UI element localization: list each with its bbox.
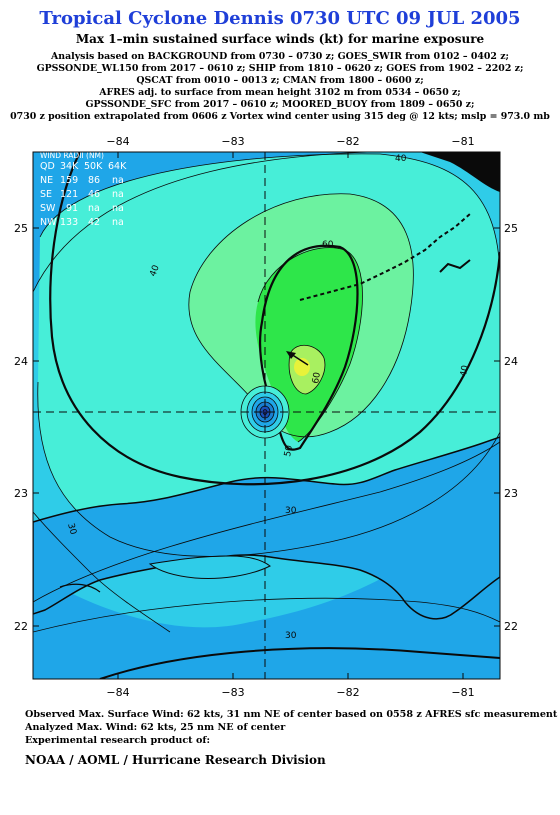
footer-analyzed-wind: Analyzed Max. Wind: 62 kts, 25 nm NE of …	[25, 722, 286, 733]
wind-radii-value: na	[112, 217, 124, 228]
analysis-line: Analysis based on BACKGROUND from 0730 –…	[51, 51, 509, 62]
contour-labels: 40 40 60 60 40 50 30 30 30	[65, 154, 471, 641]
footer-observed-wind: Observed Max. Surface Wind: 62 kts, 31 n…	[25, 709, 558, 720]
wind-radii-value: na	[112, 175, 124, 186]
motion-arrow-icon	[286, 351, 309, 366]
contour-line	[33, 511, 171, 633]
footer-notes: Observed Max. Surface Wind: 62 kts, 31 n…	[25, 708, 557, 747]
contour-line	[288, 345, 326, 395]
analysis-line: GPSSONDE_WL150 from 2017 – 0610 z; SHIP …	[36, 63, 524, 74]
contour-label: 40	[459, 364, 471, 377]
lat-tick-label-left: 22	[14, 620, 28, 633]
lon-tick-label-bottom: −82	[336, 686, 359, 699]
contour-line	[257, 247, 363, 443]
wind-radii-value: na	[88, 203, 100, 214]
lon-tick-label-bottom: −84	[106, 686, 129, 699]
lon-tick-label-top: −83	[221, 135, 244, 148]
lon-tick-label-bottom: −81	[451, 686, 474, 699]
lon-tick-label-top: −82	[336, 135, 359, 148]
footer-product-note: Experimental research product of:	[25, 735, 211, 746]
analysis-line: QSCAT from 0010 – 0013 z; CMAN from 1800…	[136, 75, 424, 86]
wind-radii-header-qd: QD	[40, 161, 55, 172]
land-florida-keys	[299, 213, 471, 301]
wind-radii-value: 133	[60, 217, 78, 228]
wind-radii-title: WIND RADII (NM)	[40, 151, 104, 160]
wind-radii-value: 91	[66, 203, 78, 214]
lat-tick-label-left: 24	[14, 355, 28, 368]
wind-radii-value: na	[112, 189, 124, 200]
contour-label: 60	[311, 371, 323, 384]
contour-label: 50	[283, 444, 295, 457]
wind-radii-value: 46	[88, 189, 100, 200]
lat-tick-label-right: 22	[504, 620, 518, 633]
wind-radii-header-50k: 50K	[84, 161, 103, 172]
wind-radii-quadrant: NW	[40, 217, 57, 228]
lat-tick-label-right: 24	[504, 355, 518, 368]
contour-label: 40	[148, 264, 161, 278]
page-title: Tropical Cyclone Dennis 0730 UTC 09 JUL …	[39, 8, 521, 29]
contour-line-34kt	[49, 152, 500, 486]
axis-ticks	[33, 152, 500, 679]
analysis-line: GPSSONDE_SFC from 2017 – 0610 z; MOORED_…	[85, 99, 475, 110]
lat-tick-label-right: 25	[504, 222, 518, 235]
contour-label: 40	[395, 154, 407, 164]
band-over-70kt	[294, 358, 310, 376]
lon-tick-label-bottom: −83	[221, 686, 244, 699]
wind-radii-legend: WIND RADII (NM) QD 34K 50K 64K NE 159 86…	[40, 151, 127, 228]
wind-radii-value: 86	[88, 175, 100, 186]
wind-radii-header-34k: 34K	[60, 161, 79, 172]
contour-line	[33, 597, 500, 633]
contour-label: 30	[285, 631, 297, 641]
wind-radii-value: na	[112, 203, 124, 214]
contour-line	[33, 152, 470, 293]
map-frame	[32, 151, 501, 680]
analysis-sources: Analysis based on BACKGROUND from 0730 –…	[0, 51, 560, 123]
wind-radii-quadrant: SE	[40, 189, 52, 200]
wind-field-map: −84 −83 −82 −81	[14, 135, 518, 699]
contour-line-30kt	[99, 647, 500, 679]
contour-line	[37, 381, 500, 557]
analysis-line: AFRES adj. to surface from mean height 3…	[99, 87, 461, 98]
lat-tick-label-left: 23	[14, 487, 28, 500]
contour-label: 30	[65, 522, 78, 536]
lon-tick-label-top: −81	[451, 135, 474, 148]
lat-tick-label-right: 23	[504, 487, 518, 500]
contour-label: 60	[322, 240, 334, 250]
lat-tick-label-left: 25	[14, 222, 28, 235]
page-subtitle: Max 1–min sustained surface winds (kt) f…	[75, 32, 485, 46]
contour-line	[33, 441, 500, 603]
wind-radii-quadrant: NE	[40, 175, 53, 186]
wind-radii-value: 121	[60, 189, 78, 200]
wind-radii-header-64k: 64K	[108, 161, 127, 172]
land-isla-de-la-juventud	[148, 555, 271, 579]
land-florida	[420, 152, 500, 192]
analysis-line: 0730 z position extrapolated from 0606 z…	[10, 111, 550, 122]
plot-area: 40 40 60 60 40 50 30 30 30 WIND RADII (N…	[33, 151, 500, 679]
wind-radii-quadrant: SW	[40, 203, 56, 214]
contour-line	[39, 153, 500, 283]
wind-radii-value: 159	[60, 175, 78, 186]
land-keys-east	[439, 259, 471, 273]
contour-label: 30	[285, 506, 297, 516]
lon-tick-label-top: −84	[106, 135, 129, 148]
wind-radii-value: 42	[88, 217, 100, 228]
footer-credit: NOAA / AOML / Hurricane Research Divisio…	[25, 753, 326, 767]
